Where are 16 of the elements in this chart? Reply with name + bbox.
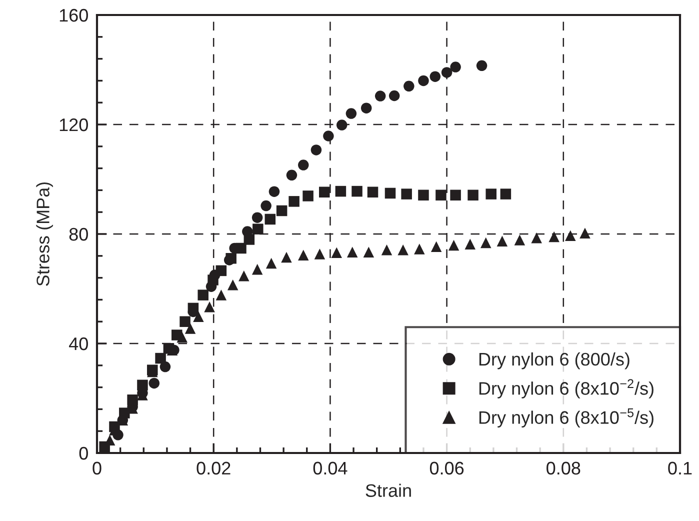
x-tick-label: 0.1 — [668, 462, 692, 475]
legend-label: Dry nylon 6 (800/s) — [479, 352, 630, 370]
y-axis-title: Stress (MPa) — [36, 182, 53, 286]
y-tick-label: 120 — [60, 118, 88, 132]
x-tick-label: 0.08 — [546, 462, 580, 475]
legend-label: Dry nylon 6 (8x10$^{−5}$/s) — [479, 408, 654, 428]
y-tick-label: 80 — [69, 228, 88, 241]
y-tick-label: 0 — [79, 446, 88, 460]
y-tick-label: 160 — [60, 8, 88, 22]
y-tick-label: 40 — [69, 337, 88, 350]
x-axis-title: Strain — [366, 484, 411, 497]
x-tick-label: 0.04 — [313, 462, 348, 475]
x-tick-label: 0.06 — [430, 462, 464, 475]
x-tick-label: 0.02 — [196, 462, 230, 475]
x-tick-label: 0 — [92, 462, 102, 475]
legend-label: Dry nylon 6 (8x10$^{−2}$/s) — [479, 379, 654, 398]
